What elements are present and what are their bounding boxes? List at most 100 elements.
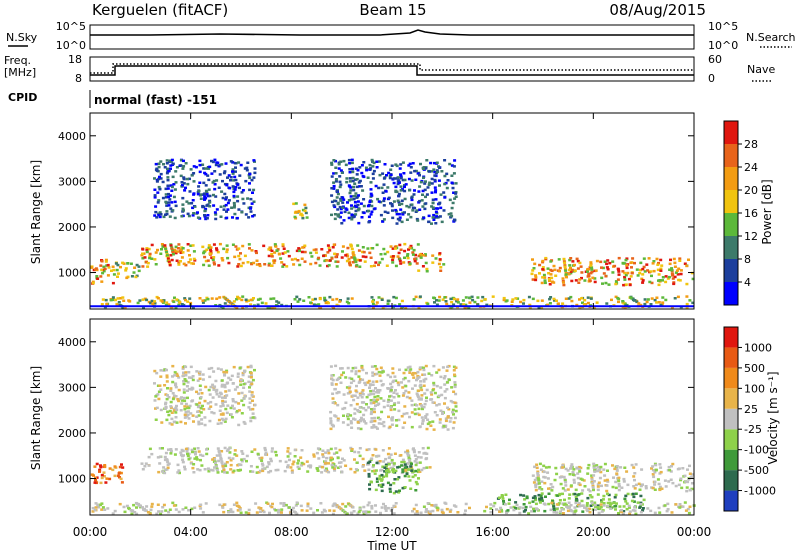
data-cell — [546, 303, 550, 307]
data-cell — [225, 248, 229, 251]
data-cell — [426, 418, 430, 421]
data-cell — [182, 209, 185, 212]
data-cell — [411, 510, 414, 513]
data-cell — [452, 390, 456, 393]
data-cell — [240, 211, 244, 214]
data-cell — [148, 252, 152, 256]
data-cell — [606, 480, 610, 483]
data-cell — [677, 267, 681, 270]
data-cell — [176, 463, 180, 467]
data-cell — [392, 491, 396, 495]
data-cell — [553, 509, 556, 512]
data-cell — [444, 417, 448, 420]
data-cell — [625, 257, 629, 260]
data-cell — [189, 168, 193, 171]
data-cell — [617, 297, 621, 301]
data-cell — [147, 455, 151, 459]
data-cell — [164, 303, 168, 307]
data-cell — [327, 470, 331, 474]
data-cell — [227, 261, 231, 265]
data-cell — [345, 259, 349, 263]
data-cell — [424, 167, 428, 170]
data-cell — [231, 404, 234, 408]
data-cell — [240, 450, 244, 453]
data-cell — [341, 206, 345, 209]
data-cell — [193, 205, 197, 208]
data-cell — [638, 506, 642, 509]
y-tick-label: 2000 — [58, 221, 86, 234]
data-cell — [253, 167, 257, 170]
data-cell — [251, 470, 255, 473]
data-cell — [347, 211, 351, 215]
data-cell — [505, 511, 508, 515]
data-cell — [154, 162, 158, 166]
data-cell — [171, 250, 175, 254]
data-cell — [349, 381, 353, 385]
data-cell — [387, 456, 391, 460]
data-cell — [260, 456, 264, 460]
data-cell — [394, 264, 398, 268]
data-cell — [439, 206, 443, 210]
data-cell — [344, 163, 348, 167]
data-cell — [164, 451, 168, 455]
data-cell — [331, 512, 335, 516]
data-cell — [364, 422, 368, 425]
data-cell — [247, 512, 251, 515]
data-cell — [153, 177, 156, 180]
data-cell — [417, 254, 421, 258]
data-cell — [578, 483, 582, 487]
data-cell — [244, 213, 248, 216]
data-cell — [564, 272, 568, 275]
data-cell — [561, 464, 565, 467]
data-cell — [531, 269, 535, 272]
data-cell — [423, 207, 427, 211]
data-cell — [483, 509, 487, 513]
data-cell — [361, 389, 365, 392]
data-cell — [447, 213, 451, 216]
data-cell — [379, 397, 383, 400]
data-cell — [312, 303, 316, 306]
data-cell — [387, 171, 391, 175]
data-cell — [114, 262, 118, 265]
data-cell — [165, 380, 169, 383]
data-cell — [367, 510, 371, 514]
data-cell — [390, 164, 394, 167]
data-cell — [173, 453, 177, 456]
data-cell — [410, 198, 414, 202]
data-cell — [150, 502, 154, 506]
data-cell — [598, 467, 602, 471]
data-cell — [341, 201, 345, 204]
data-cell — [211, 383, 215, 387]
data-cell — [166, 410, 170, 413]
data-cell — [106, 263, 110, 267]
data-cell — [150, 452, 154, 456]
data-cell — [380, 506, 384, 509]
data-cell — [367, 448, 371, 451]
data-cell — [396, 199, 400, 202]
data-cell — [215, 247, 218, 250]
data-cell — [219, 392, 223, 396]
data-cell — [392, 462, 396, 465]
data-cell — [204, 184, 208, 187]
data-cell — [350, 426, 354, 429]
data-cell — [397, 491, 401, 494]
data-cell — [382, 475, 385, 478]
data-cell — [391, 261, 395, 264]
data-cell — [249, 298, 253, 302]
data-cell — [435, 207, 438, 210]
data-cell — [154, 407, 157, 410]
data-cell — [119, 477, 123, 481]
data-cell — [685, 264, 689, 268]
data-cell — [173, 216, 177, 220]
data-cell — [674, 484, 678, 488]
data-cell — [641, 279, 645, 282]
data-cell — [414, 253, 417, 257]
freq-tick-bottom: 8 — [75, 72, 82, 85]
data-cell — [614, 486, 618, 490]
data-cell — [341, 250, 344, 253]
data-cell — [639, 502, 643, 506]
data-cell — [167, 396, 171, 399]
data-cell — [192, 165, 196, 168]
data-cell — [435, 215, 439, 218]
data-cell — [673, 265, 677, 268]
